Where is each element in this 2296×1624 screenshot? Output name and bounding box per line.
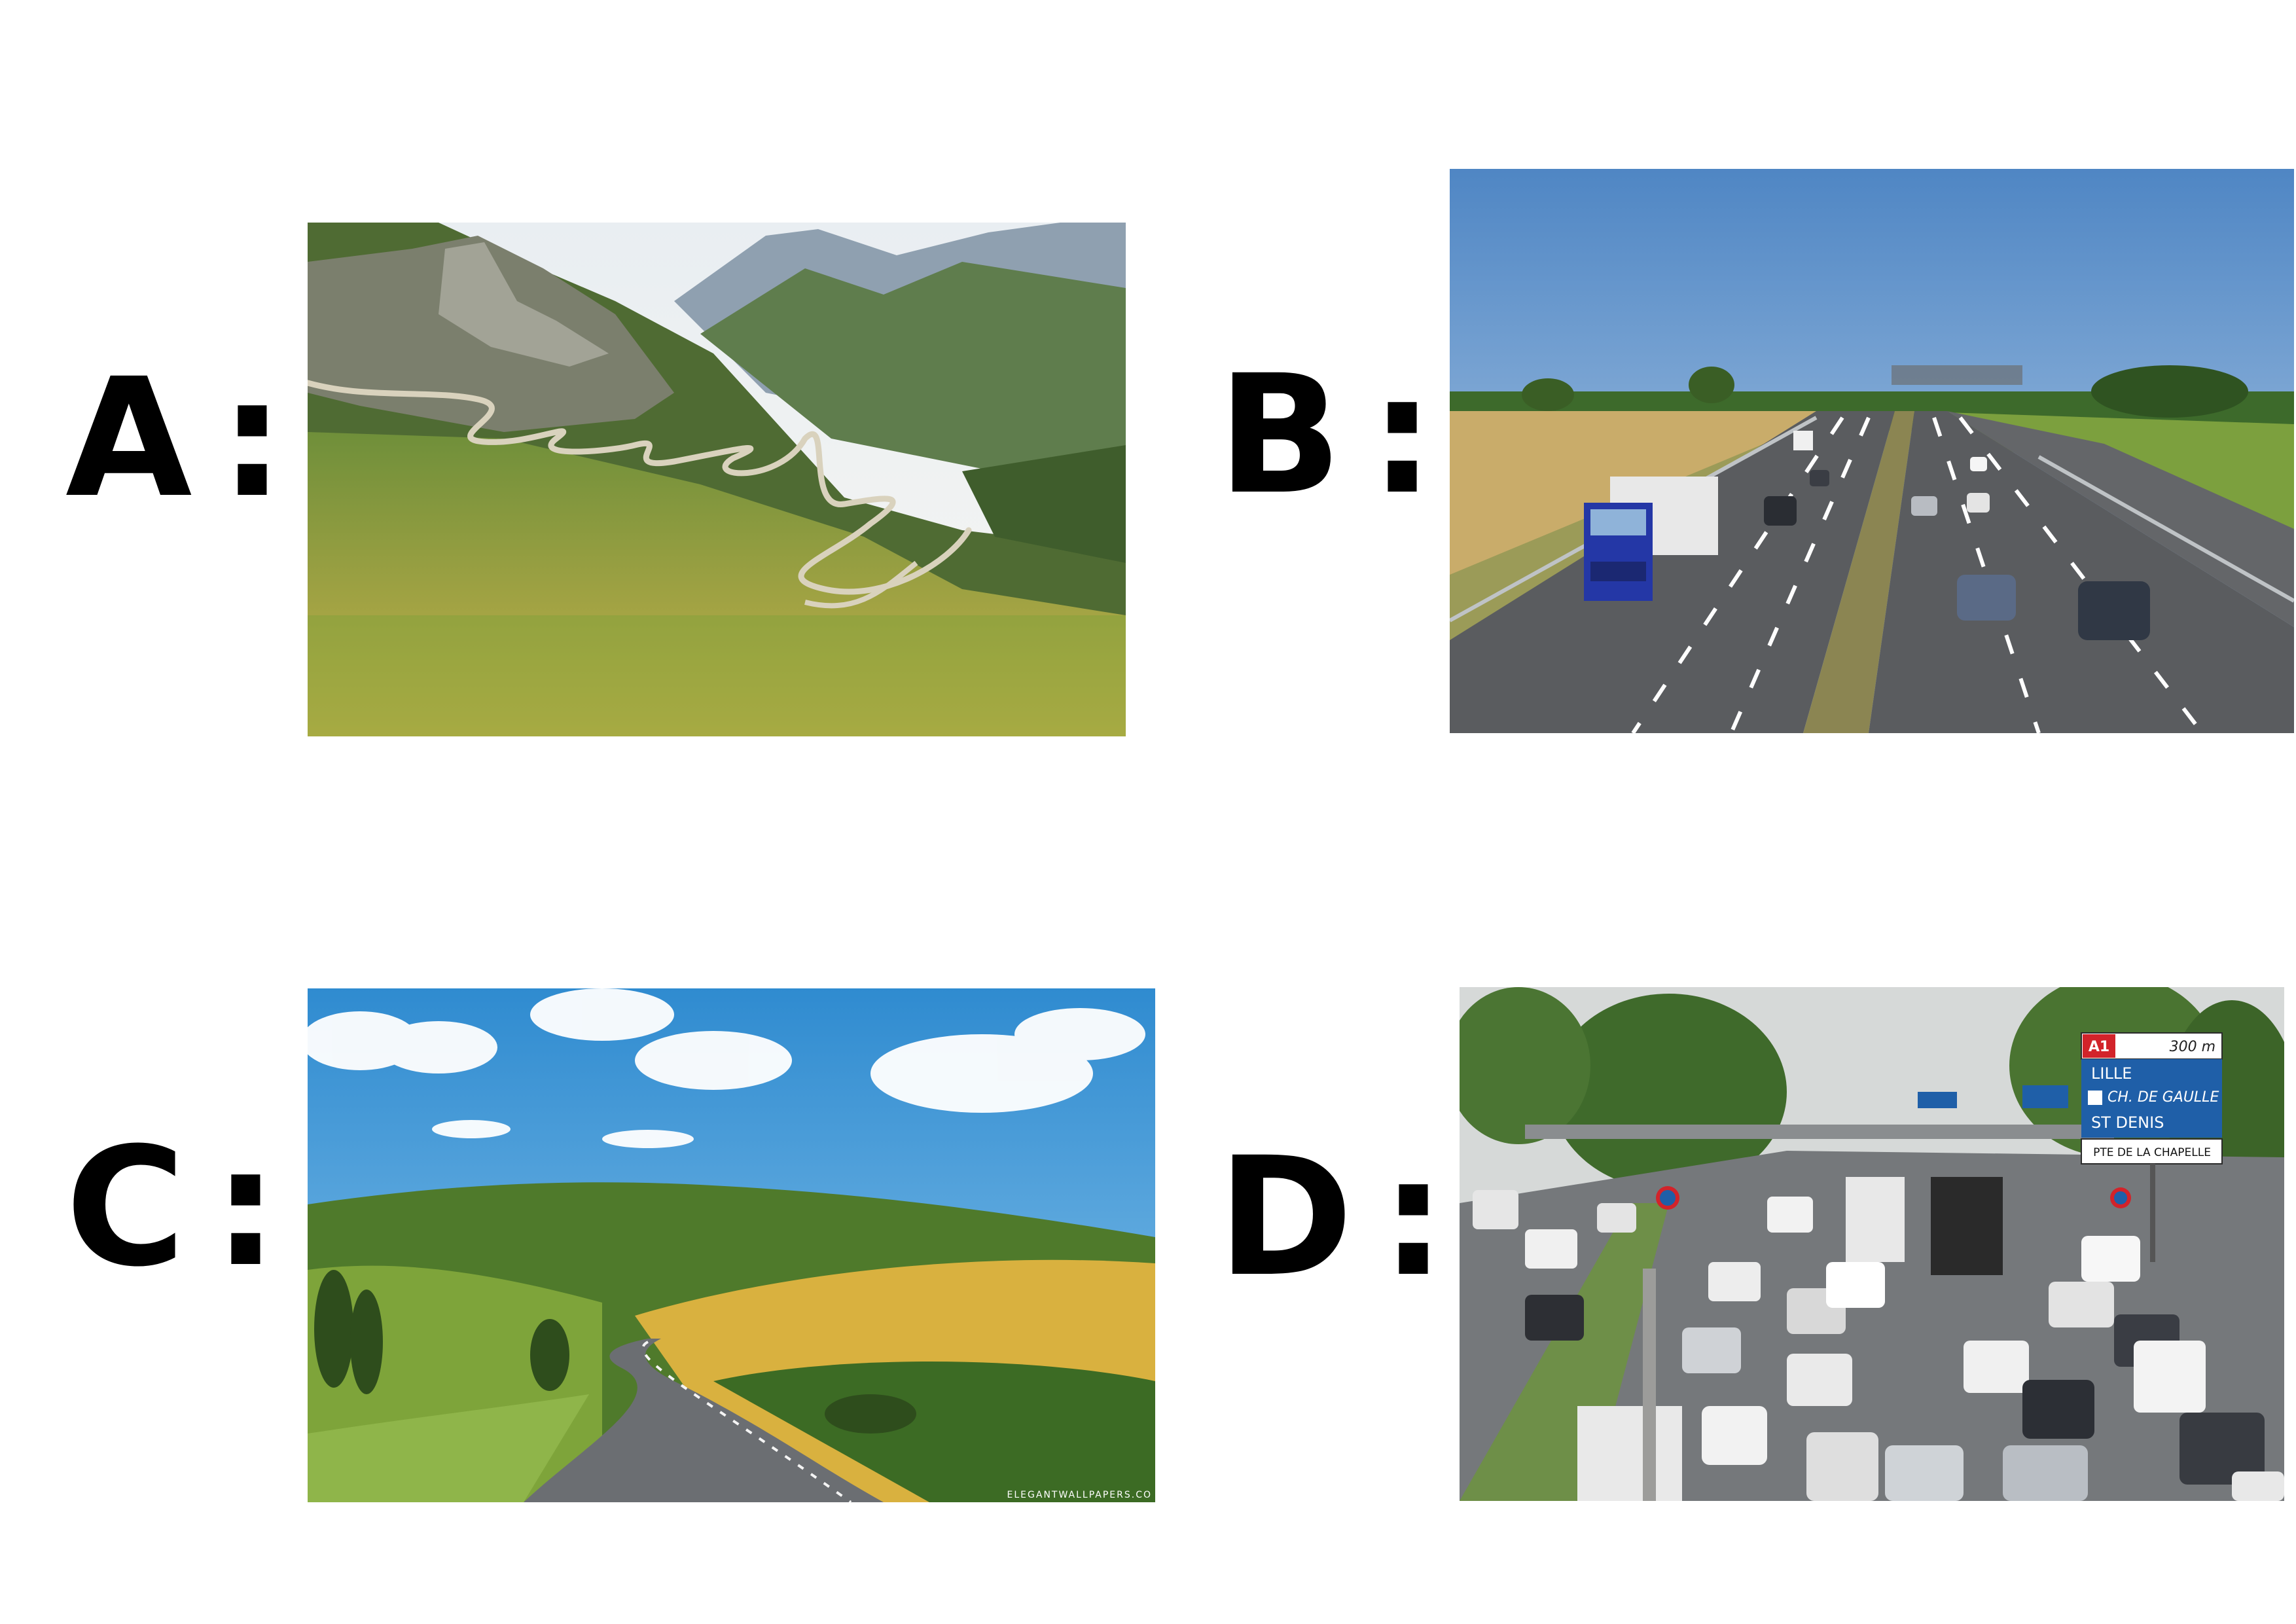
label-a-colon: :: [219, 343, 285, 533]
image-b-motorway: [1450, 169, 2294, 733]
sign-distance: 300 m: [2170, 1039, 2215, 1055]
sign-line-3: ST DENIS: [2091, 1113, 2164, 1132]
country-road-icon: ELEGANTWALLPAPERS.CO: [308, 988, 1155, 1502]
label-c-letter: C: [65, 1112, 185, 1303]
label-b-colon: :: [1369, 340, 1435, 530]
label-c: C :: [65, 1126, 278, 1290]
label-b-letter: B: [1217, 340, 1342, 530]
direction-sign: A1 300 m LILLE CH. DE GAULLE ST DENIS PT…: [2081, 1032, 2223, 1164]
image-a-mountain-road: [308, 223, 1126, 736]
sign-road-code: A1: [2089, 1039, 2109, 1055]
sign-line-1: LILLE: [2091, 1064, 2132, 1083]
label-b: B :: [1217, 353, 1435, 517]
label-a-letter: A: [65, 343, 192, 533]
sign-line-2: CH. DE GAULLE: [2108, 1089, 2219, 1106]
motorway-icon: [1450, 169, 2294, 733]
label-d: D :: [1217, 1136, 1446, 1299]
image-d-traffic-jam: A1 300 m LILLE CH. DE GAULLE ST DENIS PT…: [1460, 987, 2284, 1501]
mountain-switchback-road-icon: [308, 223, 1126, 736]
image-c-country-road: ELEGANTWALLPAPERS.CO: [308, 988, 1155, 1502]
label-a: A :: [65, 357, 285, 520]
label-c-colon: :: [213, 1112, 278, 1303]
sign-line-4: PTE DE LA CHAPELLE: [2093, 1146, 2211, 1159]
watermark-text: ELEGANTWALLPAPERS.CO: [1007, 1490, 1152, 1500]
label-d-colon: :: [1380, 1122, 1446, 1312]
label-d-letter: D: [1217, 1122, 1354, 1312]
traffic-jam-icon: A1 300 m LILLE CH. DE GAULLE ST DENIS PT…: [1460, 987, 2284, 1501]
